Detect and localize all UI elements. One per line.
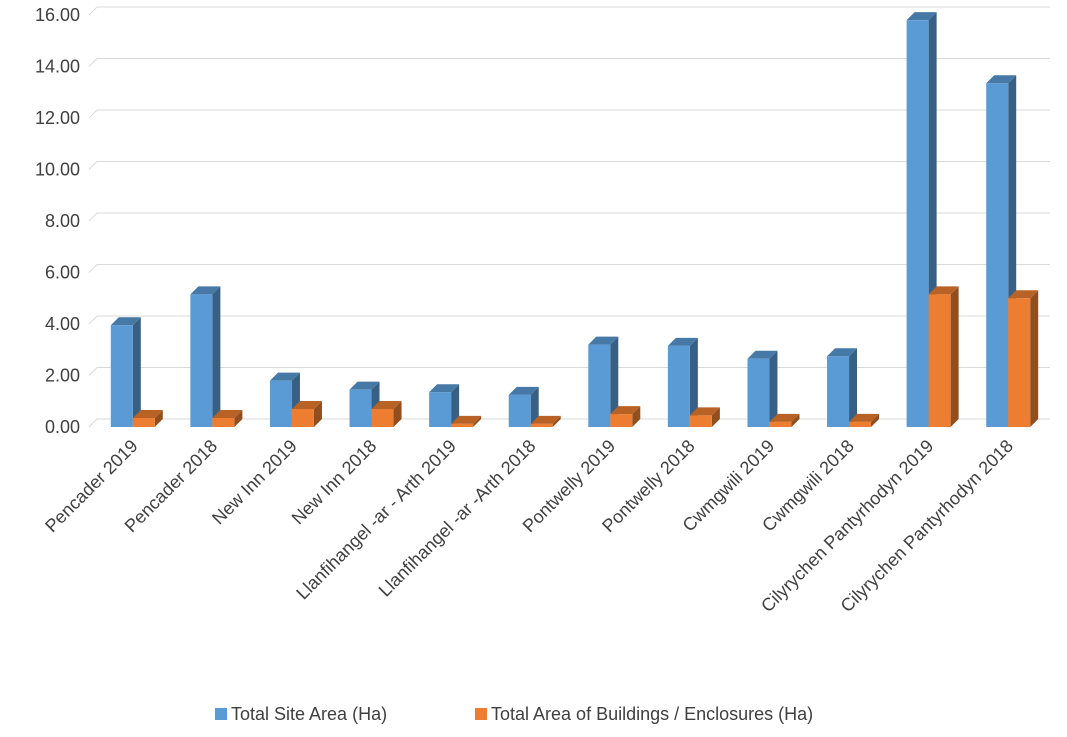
y-tick-label: 8.00 xyxy=(45,211,80,231)
y-tick-label: 2.00 xyxy=(45,366,80,386)
legend: Total Site Area (Ha) Total Area of Buildi… xyxy=(215,704,813,724)
legend-swatch xyxy=(475,708,487,720)
gridline-corner xyxy=(88,6,98,16)
bar-buildings-area-6 xyxy=(610,406,641,427)
bar-buildings-area-5 xyxy=(530,415,561,427)
bar-total-site-area-7 xyxy=(667,337,698,427)
y-tick-label: 14.00 xyxy=(35,57,80,77)
y-tick-label: 6.00 xyxy=(45,263,80,283)
legend-item: Total Area of Buildings / Enclosures (Ha… xyxy=(475,704,813,724)
legend-item: Total Site Area (Ha) xyxy=(215,704,387,724)
bar-buildings-area-9 xyxy=(849,413,880,427)
bar-buildings-area-0 xyxy=(132,409,163,427)
y-tick-label: 12.00 xyxy=(35,108,80,128)
legend-swatch xyxy=(215,708,227,720)
legend-label: Total Site Area (Ha) xyxy=(231,704,387,724)
y-tick-label: 10.00 xyxy=(35,160,80,180)
bar-total-site-area-3 xyxy=(349,381,380,427)
gridline-corner xyxy=(88,367,98,376)
y-tick-label: 16.00 xyxy=(35,5,80,25)
legend-label: Total Area of Buildings / Enclosures (Ha… xyxy=(491,704,813,724)
bar-total-site-area-1 xyxy=(190,286,221,427)
gridline-corner xyxy=(88,264,98,273)
gridline-corner xyxy=(88,315,98,325)
bar-buildings-area-8 xyxy=(769,413,800,427)
bar-buildings-area-11 xyxy=(1008,290,1039,427)
gridlines xyxy=(88,6,1050,428)
bar-total-site-area-0 xyxy=(110,317,141,427)
gridline-corner xyxy=(88,109,98,119)
bar-buildings-area-3 xyxy=(371,400,402,427)
bar-total-site-area-5 xyxy=(508,386,539,427)
bar-buildings-area-1 xyxy=(212,409,243,427)
x-category-label: Cilyrychen Pantyrhodyn 2019 xyxy=(757,436,937,616)
x-category-label: Llanfihangel -ar - Arth 2019 xyxy=(292,436,460,604)
x-category-label: Llanfihangel -ar -Arth 2018 xyxy=(375,436,540,601)
gridline-corner xyxy=(88,58,98,67)
bar-total-site-area-9 xyxy=(827,348,858,427)
bar-total-site-area-8 xyxy=(747,350,778,427)
bar-buildings-area-4 xyxy=(451,415,482,427)
bar-total-site-area-4 xyxy=(429,384,460,427)
bars xyxy=(110,12,1039,428)
bar-buildings-area-7 xyxy=(689,407,720,427)
y-axis-ticks: 0.00 2.00 4.00 6.00 8.00 10.00 12.00 14.00 16.00 xyxy=(35,5,80,437)
bar-buildings-area-2 xyxy=(291,400,322,427)
gridline-corner xyxy=(88,161,98,170)
bar-total-site-area-6 xyxy=(588,336,619,427)
x-category-label: Cilyrychen Pantyrhodyn 2018 xyxy=(837,436,1017,616)
y-tick-label: 0.00 xyxy=(45,417,80,437)
bar-buildings-area-10 xyxy=(928,286,959,427)
gridline-corner xyxy=(88,212,98,222)
y-tick-label: 4.00 xyxy=(45,314,80,334)
gridline-corner xyxy=(88,418,98,428)
